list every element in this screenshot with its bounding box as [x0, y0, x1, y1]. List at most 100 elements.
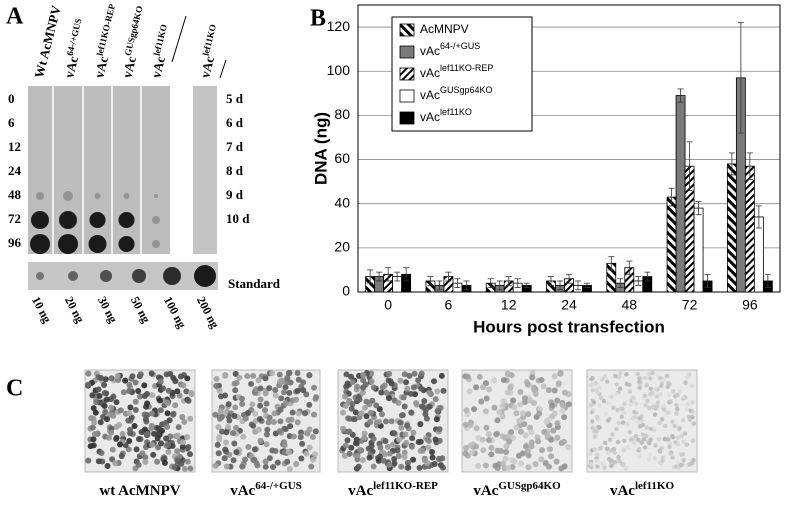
cell	[395, 399, 402, 406]
cell	[630, 395, 635, 400]
cell	[309, 433, 316, 440]
image-label: wt AcMNPV	[99, 483, 180, 499]
cell	[531, 386, 538, 393]
cell	[384, 443, 391, 450]
image-label: vAclef11KO	[610, 480, 675, 500]
cell	[633, 433, 639, 439]
cell	[299, 440, 306, 447]
cell	[690, 414, 695, 420]
cell	[643, 375, 648, 381]
cell	[262, 458, 269, 465]
cell	[250, 372, 257, 379]
bar	[693, 207, 704, 293]
cell	[675, 435, 681, 441]
cell	[278, 378, 285, 385]
error-bar	[764, 273, 771, 288]
cell	[101, 390, 108, 397]
cell	[599, 395, 604, 401]
cell	[127, 404, 134, 411]
cell	[482, 408, 489, 415]
cell	[240, 433, 247, 440]
cell	[290, 433, 297, 440]
cell	[662, 436, 667, 442]
cell	[276, 428, 283, 435]
standard-amount: 20 ng	[62, 294, 87, 325]
cell	[369, 397, 376, 404]
cell	[630, 415, 635, 421]
cell	[590, 425, 595, 430]
cell	[245, 444, 252, 451]
cell	[591, 400, 597, 405]
cell	[264, 426, 271, 433]
cell	[231, 440, 238, 447]
cell	[637, 379, 643, 385]
cell	[408, 390, 415, 397]
cell	[674, 411, 679, 416]
cell	[148, 370, 155, 377]
cell	[221, 455, 228, 462]
cell	[425, 444, 432, 451]
legend-label: vAcGUSgp64KO	[420, 85, 493, 102]
cell	[90, 442, 97, 449]
error-bar	[617, 278, 624, 288]
legend-label: vAclef11KO	[420, 107, 472, 124]
cell	[163, 435, 170, 442]
cell	[648, 386, 654, 391]
cell	[138, 428, 145, 435]
cell	[438, 372, 445, 379]
cell	[663, 423, 668, 429]
cell	[232, 387, 239, 394]
row-label: 24	[8, 163, 22, 178]
cell	[401, 449, 408, 456]
cell	[549, 413, 556, 420]
cell	[597, 403, 602, 408]
cell	[257, 402, 264, 409]
cell	[354, 383, 361, 390]
cell	[257, 396, 264, 403]
day-label: 10 d	[226, 211, 250, 226]
cell	[588, 402, 594, 408]
cell	[352, 440, 359, 447]
cell	[397, 377, 404, 384]
cell	[179, 439, 186, 446]
legend-swatch	[399, 111, 415, 125]
x-tick-label: 48	[621, 297, 637, 313]
cell	[473, 384, 480, 391]
cell	[135, 436, 142, 443]
cell	[624, 372, 629, 377]
cell	[682, 431, 688, 436]
cell	[471, 406, 478, 413]
image-label-main: vAc	[348, 483, 373, 499]
cell	[538, 456, 545, 463]
column-label: vAclef11KO	[146, 23, 175, 79]
legend-swatch	[399, 67, 415, 81]
cell	[637, 376, 642, 381]
legend-label: vAc64-/+GUS	[420, 41, 480, 58]
cell	[648, 426, 654, 431]
cell	[606, 418, 611, 423]
cell	[666, 381, 671, 386]
cell	[229, 430, 236, 437]
cell	[104, 462, 111, 469]
blot-dot	[118, 212, 135, 228]
cell	[690, 438, 696, 443]
cell	[648, 437, 653, 442]
error-bar	[566, 273, 572, 284]
cell	[609, 463, 614, 469]
standard-dot	[36, 272, 44, 280]
cell	[126, 437, 133, 444]
cell	[526, 424, 533, 431]
cell	[282, 400, 289, 407]
cell	[622, 401, 627, 407]
cell	[377, 444, 384, 451]
cell	[496, 409, 503, 416]
cell	[213, 376, 220, 383]
cell	[170, 411, 177, 418]
cell	[348, 405, 355, 412]
cell	[588, 451, 593, 457]
cell	[262, 407, 269, 414]
error-bar	[385, 267, 392, 282]
cell	[499, 403, 506, 410]
cell	[659, 417, 665, 422]
cell	[368, 370, 375, 377]
